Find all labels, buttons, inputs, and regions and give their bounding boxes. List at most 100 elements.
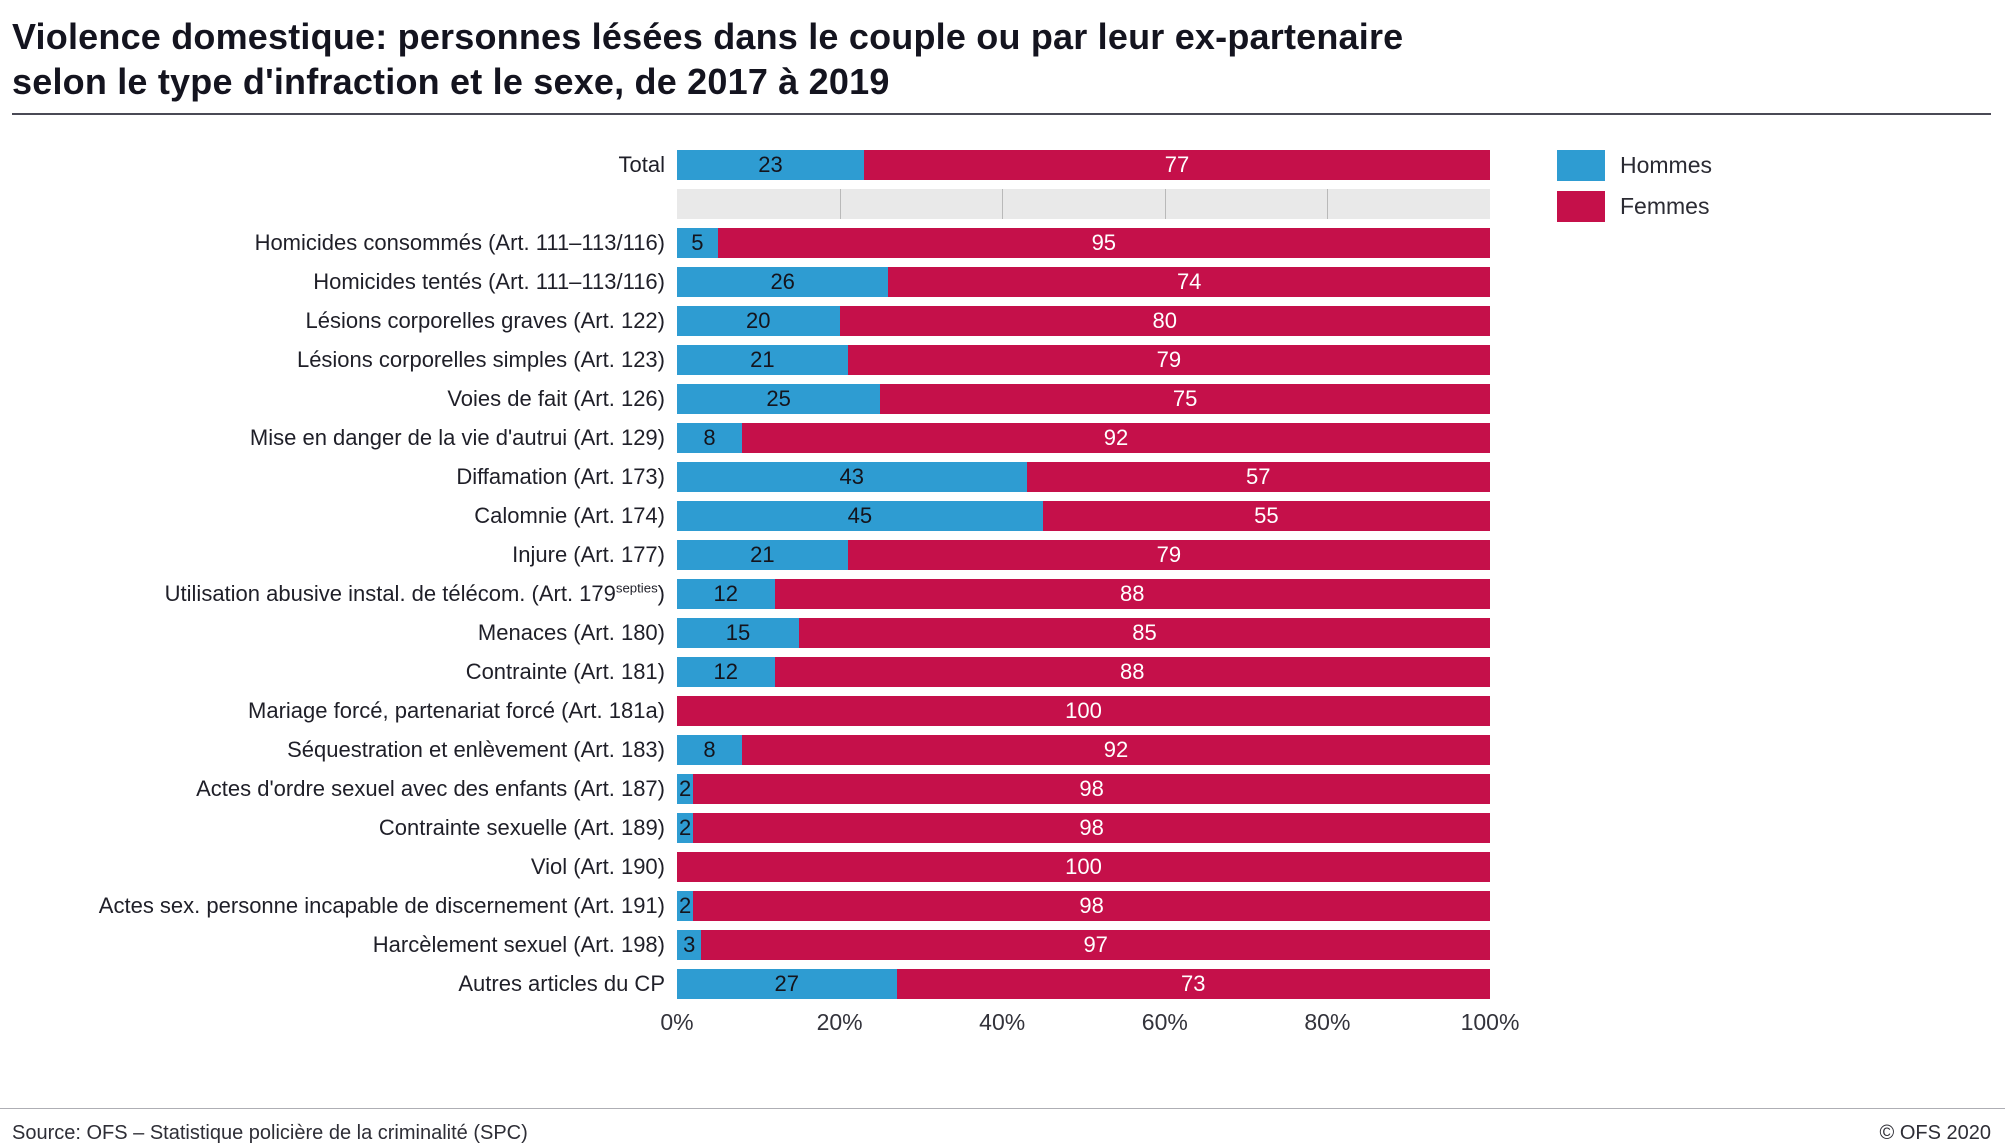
bar-segment-hommes: 25 [677,384,881,414]
value-label: 20 [746,308,771,333]
value-label: 92 [1103,737,1129,762]
bar-segment-femmes: 100 [677,852,1490,882]
value-label: 98 [1079,776,1104,801]
category-label: Mise en danger de la vie d'autrui (Art. … [249,425,665,450]
bar-segment-femmes: 57 [1026,462,1490,492]
chart-row: Lésions corporelles graves (Art. 122) 20 8… [0,306,1490,336]
bar-segment-femmes: 98 [693,813,1490,843]
chart-row: Homicides consommés (Art. 111–113/116) 5 9… [0,228,1490,258]
value-label: 21 [750,542,775,567]
chart-row: Calomnie (Art. 174) 45 55 [0,501,1490,531]
category-label: Injure (Art. 177) [512,542,665,567]
bar-segment-hommes: 2 [677,813,694,843]
gridline [1002,189,1004,219]
bar-segment-femmes: 92 [742,423,1490,453]
value-label: 26 [770,269,795,294]
title-divider [12,113,1991,115]
bar-track: 21 79 [677,540,1490,570]
bar-track: 2 98 [677,891,1490,921]
value-label: 3 [683,932,696,957]
bar-segment-femmes: 98 [693,774,1490,804]
source-note: Source: OFS – Statistique policière de l… [12,1122,528,1144]
chart-header: Violence domestique: personnes lésées da… [0,0,2005,115]
bar-segment-femmes: 88 [774,657,1490,687]
bar-segment-femmes: 80 [839,306,1490,336]
chart-row: Mise en danger de la vie d'autrui (Art. … [0,423,1490,453]
category-label: Contrainte sexuelle (Art. 189) [378,815,665,840]
gridline [1327,189,1329,219]
category-label: Viol (Art. 190) [530,854,665,879]
legend: Hommes Femmes [1557,150,1712,232]
bar-segment-hommes: 21 [677,345,848,375]
category-label: Harcèlement sexuel (Art. 198) [372,932,665,957]
category-label: Actes sex. personne incapable de discern… [98,893,665,918]
bar-segment-hommes: 15 [677,618,799,648]
bar-segment-hommes: 12 [677,657,775,687]
bar-segment-hommes: 26 [677,267,889,297]
chart-row: Menaces (Art. 180) 15 85 [0,618,1490,648]
legend-item-femmes: Femmes [1557,191,1712,222]
bar-segment-femmes: 73 [896,969,1490,999]
legend-label: Femmes [1620,193,1710,219]
bar-segment-hommes: 2 [677,891,694,921]
category-label: Lésions corporelles simples (Art. 123) [296,347,665,372]
x-tick-label: 20% [816,1009,863,1035]
x-tick-label: 100% [1460,1009,1520,1035]
category-label: Contrainte (Art. 181) [465,659,665,684]
bar-segment-femmes: 79 [847,345,1490,375]
chart-row: Autres articles du CP 27 73 [0,969,1490,999]
category-label: Calomnie (Art. 174) [474,503,665,528]
chart-row: Viol (Art. 190) 100 [0,852,1490,882]
value-label: 75 [1172,386,1198,411]
bar-track: 20 80 [677,306,1490,336]
bar-track: 25 75 [677,384,1490,414]
bar-track: 3 97 [677,930,1490,960]
bar-segment-hommes: 3 [677,930,702,960]
bar-track: 8 92 [677,735,1490,765]
category-label: Mariage forcé, partenariat forcé (Art. 1… [248,698,665,723]
bar-track: 12 88 [677,657,1490,687]
bar-track: 15 85 [677,618,1490,648]
value-label: 45 [847,503,873,528]
bar-segment-femmes: 100 [677,696,1490,726]
value-label: 43 [839,464,865,489]
bar-segment-femmes: 85 [798,618,1490,648]
bar-track: 2 98 [677,813,1490,843]
value-label: 21 [750,347,775,372]
bar-segment-hommes: 20 [677,306,840,336]
spacer-band [677,189,1490,219]
bar-track: 27 73 [677,969,1490,999]
value-label: 2 [679,893,692,918]
value-label: 25 [766,386,791,411]
value-label: 95 [1091,230,1117,255]
value-label: 8 [703,737,716,762]
value-label: 12 [713,659,739,684]
bar-segment-femmes: 92 [742,735,1490,765]
value-label: 77 [1164,152,1190,177]
copyright-note: © OFS 2020 [1879,1122,1991,1144]
legend-label: Hommes [1620,152,1713,178]
bar-segment-hommes: 23 [677,150,864,180]
value-label: 57 [1246,464,1271,489]
category-label: Homicides consommés (Art. 111–113/116) [254,230,665,255]
value-label: 5 [691,230,704,255]
chart-row: Mariage forcé, partenariat forcé (Art. 1… [0,696,1490,726]
gridline [839,189,841,219]
value-label: 2 [679,815,692,840]
value-label: 2 [679,776,692,801]
bar-segment-femmes: 55 [1042,501,1490,531]
chart-row: Contrainte (Art. 181) 12 88 [0,657,1490,687]
value-label: 100 [1065,698,1102,723]
category-label: Homicides tentés (Art. 111–113/116) [313,269,665,294]
value-label: 100 [1065,854,1102,879]
x-axis: 0% 20% 40% 60% 80% 100% [660,1009,1519,1043]
value-label: 73 [1181,971,1206,996]
category-label: Actes d'ordre sexuel avec des enfants (A… [196,776,665,801]
bar-segment-hommes: 12 [677,579,775,609]
bar-segment-hommes: 27 [677,969,897,999]
bar-segment-hommes: 2 [677,774,694,804]
footer: Source: OFS – Statistique policière de l… [0,1108,2005,1145]
category-label: Lésions corporelles graves (Art. 122) [305,308,666,333]
bar-segment-femmes: 77 [863,150,1490,180]
